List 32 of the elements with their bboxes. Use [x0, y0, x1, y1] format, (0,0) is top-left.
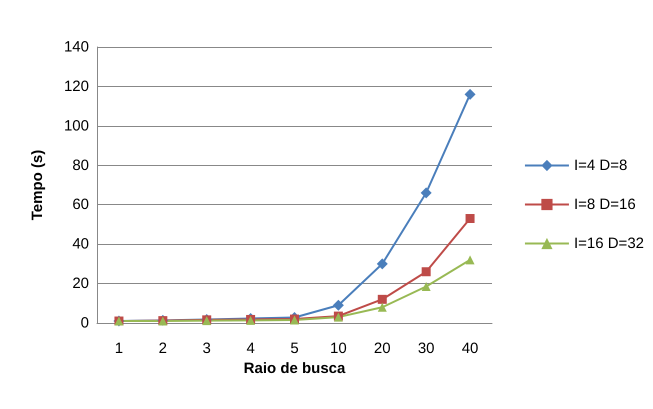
y-tick-label: 40 — [72, 236, 89, 253]
legend-label: I=8 D=16 — [574, 196, 636, 213]
x-tick-label: 2 — [158, 340, 168, 357]
point — [464, 88, 476, 100]
y-tick-label: 80 — [72, 156, 89, 174]
x-tick-label: 5 — [290, 340, 299, 357]
x-axis-title: Raio de busca — [244, 360, 346, 377]
x-tick-label: 4 — [246, 340, 255, 357]
y-tick-label: 60 — [72, 196, 89, 214]
y-axis-title: Tempo (s) — [29, 150, 46, 220]
point — [332, 300, 344, 311]
point — [422, 267, 431, 276]
x-tick-label: 3 — [202, 340, 211, 357]
x-tick-label: 30 — [418, 340, 435, 357]
y-tick-label: 100 — [64, 117, 89, 134]
point — [378, 294, 387, 304]
y-tick-label: 140 — [64, 38, 89, 56]
point — [378, 302, 387, 312]
y-tick-label: 0 — [80, 314, 89, 332]
point — [466, 255, 475, 264]
y-tick-label: 20 — [72, 275, 89, 292]
x-tick-label: 20 — [374, 340, 391, 357]
point — [466, 214, 475, 224]
legend-label: I=4 D=8 — [574, 157, 628, 174]
x-tick-label: 10 — [330, 340, 347, 357]
point — [422, 282, 431, 292]
legend-label: I=16 D=32 — [574, 235, 644, 252]
x-tick-label: 1 — [114, 340, 124, 357]
x-tick-label: 40 — [462, 340, 478, 357]
y-tick-label: 120 — [64, 78, 89, 95]
point — [420, 187, 432, 198]
point — [376, 258, 388, 270]
